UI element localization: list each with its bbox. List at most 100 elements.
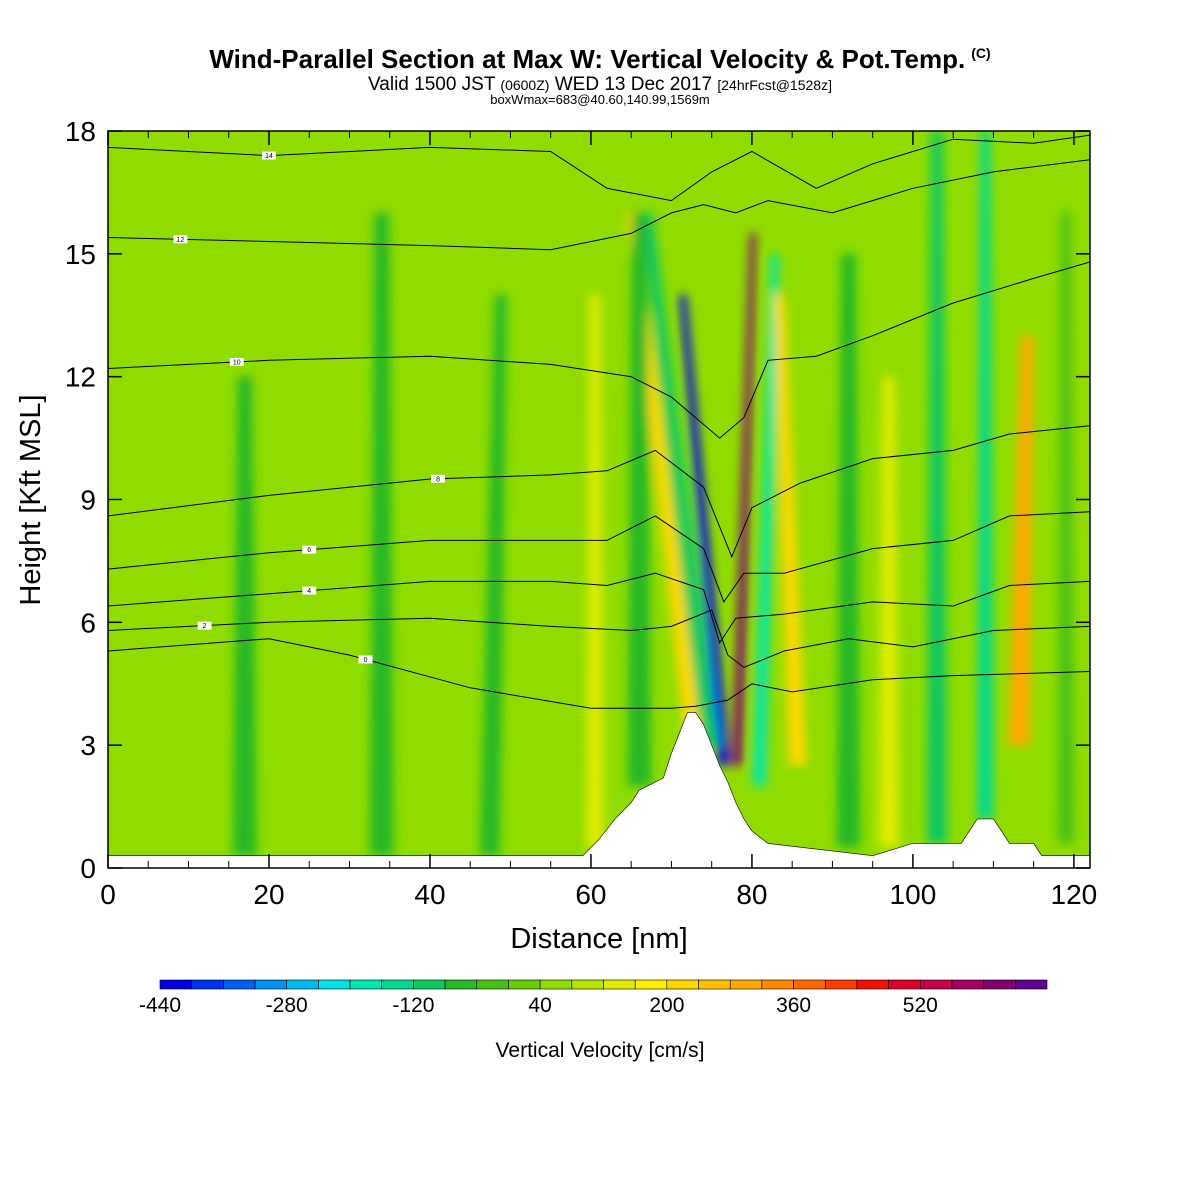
colorbar-swatch-10 bbox=[476, 979, 509, 990]
x-tick-label-80: 80 bbox=[736, 879, 767, 910]
chart-info-line: boxWmax=683@40.60,140.99,1569m bbox=[490, 92, 710, 107]
w-band-13 bbox=[627, 212, 652, 787]
subtitle-date: WED 13 Dec 2017 bbox=[554, 74, 713, 95]
isentrope-layer: 0 2 4 6 8 10 12 14 bbox=[108, 134, 1090, 709]
colorbar-swatch-26 bbox=[983, 979, 1016, 990]
colorbar-swatch-14 bbox=[603, 979, 636, 990]
isentrope-label-3: 6 bbox=[307, 547, 311, 554]
isentrope-label-bg-4 bbox=[431, 474, 446, 483]
y-tick-label-12: 12 bbox=[65, 362, 96, 393]
isentrope-label-6: 12 bbox=[177, 237, 185, 244]
colorbar-swatch-1 bbox=[191, 979, 224, 990]
colorbar-swatch-20 bbox=[793, 979, 826, 990]
w-band-2 bbox=[641, 212, 719, 746]
isentrope-1 bbox=[108, 609, 1090, 668]
isentrope-label-bg-7 bbox=[261, 151, 276, 160]
w-band-3 bbox=[752, 253, 779, 787]
w-band-15 bbox=[232, 376, 257, 856]
colorbar-label--280: -280 bbox=[266, 994, 308, 1017]
isentrope-label-bg-2 bbox=[302, 586, 317, 595]
x-tick-label-60: 60 bbox=[575, 879, 606, 910]
colorbar-swatch-27 bbox=[1015, 979, 1048, 990]
x-tick-label-40: 40 bbox=[414, 879, 445, 910]
isentrope-7 bbox=[108, 134, 1090, 202]
colorbar-title: Vertical Velocity [cm/s] bbox=[496, 1039, 705, 1062]
w-band-14 bbox=[479, 294, 507, 856]
chart-title-text: Wind-Parallel Section at Max W: Vertical… bbox=[209, 44, 966, 74]
colorbar-swatch-2 bbox=[223, 979, 256, 990]
colorbar-swatch-11 bbox=[508, 979, 541, 990]
colorbar-label-360: 360 bbox=[776, 994, 811, 1017]
isentrope-6 bbox=[108, 159, 1090, 251]
isentrope-label-bg-5 bbox=[229, 357, 244, 366]
y-tick-label-0: 0 bbox=[80, 853, 96, 884]
x-tick-label-100: 100 bbox=[890, 879, 937, 910]
colorbar-swatch-18 bbox=[729, 979, 763, 990]
chart-title-mark: (C) bbox=[971, 45, 991, 62]
x-axis-title: Distance [nm] bbox=[510, 923, 687, 955]
w-band-11 bbox=[1057, 212, 1074, 844]
w-band-0 bbox=[679, 294, 731, 766]
colorbar-swatch-4 bbox=[286, 979, 319, 990]
terrain-mask bbox=[108, 712, 1090, 868]
isentrope-0 bbox=[108, 638, 1090, 709]
w-band-16 bbox=[369, 212, 394, 856]
subtitle-zulu: (0600Z) bbox=[500, 77, 550, 93]
colorbar-swatch-13 bbox=[571, 979, 604, 990]
colorbar-swatch-23 bbox=[888, 979, 921, 990]
w-band-12 bbox=[586, 294, 604, 848]
isentrope-label-5: 10 bbox=[233, 359, 241, 366]
x-tick-label-20: 20 bbox=[253, 879, 284, 910]
chart-subtitle: Valid 1500 JST (0600Z) WED 13 Dec 2017 [… bbox=[0, 74, 1200, 96]
colorbar-swatch-22 bbox=[856, 979, 889, 990]
colorbar-swatch-25 bbox=[951, 979, 984, 990]
y-tick-label-18: 18 bbox=[65, 116, 96, 147]
y-tick-label-6: 6 bbox=[80, 607, 96, 638]
colorbar-label--440: -440 bbox=[139, 994, 181, 1017]
colorbar-label-40: 40 bbox=[528, 994, 551, 1017]
x-tick-label-0: 0 bbox=[100, 879, 116, 910]
colorbar-label-200: 200 bbox=[649, 994, 684, 1017]
isentrope-2 bbox=[108, 572, 1090, 644]
subtitle-fcst: [24hrFcst@1528z] bbox=[717, 77, 832, 93]
w-band-10 bbox=[1008, 335, 1034, 746]
w-band-9 bbox=[977, 131, 994, 819]
isentrope-label-bg-3 bbox=[302, 545, 317, 554]
colorbar: -440 -280 -120 40 200 360 520 bbox=[139, 979, 1048, 1017]
w-band-6 bbox=[836, 253, 861, 848]
colorbar-swatch-5 bbox=[318, 979, 351, 990]
isentrope-label-bg-6 bbox=[173, 235, 188, 244]
isentrope-4 bbox=[108, 425, 1090, 559]
colorbar-swatch-24 bbox=[919, 979, 953, 990]
subtitle-valid: Valid 1500 JST bbox=[368, 74, 496, 95]
colorbar-swatch-7 bbox=[381, 979, 414, 990]
isentrope-label-4: 8 bbox=[436, 476, 440, 483]
colorbar-swatch-12 bbox=[539, 979, 573, 990]
y-tick-label-15: 15 bbox=[65, 239, 96, 270]
y-tick-label-3: 3 bbox=[80, 730, 96, 761]
w-band-8 bbox=[927, 131, 948, 844]
isentrope-label-bg-1 bbox=[197, 621, 212, 630]
colorbar-swatch-17 bbox=[698, 979, 731, 990]
isentrope-label-0: 0 bbox=[364, 657, 368, 664]
isentrope-label-1: 2 bbox=[203, 623, 207, 630]
colorbar-swatch-0 bbox=[159, 979, 192, 990]
colorbar-swatch-21 bbox=[824, 979, 858, 990]
colorbar-swatch-16 bbox=[666, 979, 699, 990]
w-band-7 bbox=[878, 376, 899, 848]
isentrope-label-7: 14 bbox=[265, 153, 273, 160]
colorbar-label--120: -120 bbox=[392, 994, 434, 1017]
y-axis-title: Height [Kft MSL] bbox=[15, 394, 47, 605]
isentrope-label-2: 4 bbox=[307, 588, 311, 595]
colorbar-swatch-6 bbox=[349, 979, 383, 990]
colorbar-label-520: 520 bbox=[903, 994, 938, 1017]
isentrope-5 bbox=[108, 261, 1090, 439]
chart-title: Wind-Parallel Section at Max W: Vertical… bbox=[0, 44, 1200, 75]
isentrope-label-bg-0 bbox=[358, 655, 373, 664]
y-tick-label-9: 9 bbox=[80, 485, 96, 516]
colorbar-swatch-15 bbox=[634, 979, 668, 990]
colorbar-swatch-3 bbox=[254, 979, 288, 990]
isentrope-3 bbox=[108, 511, 1090, 603]
